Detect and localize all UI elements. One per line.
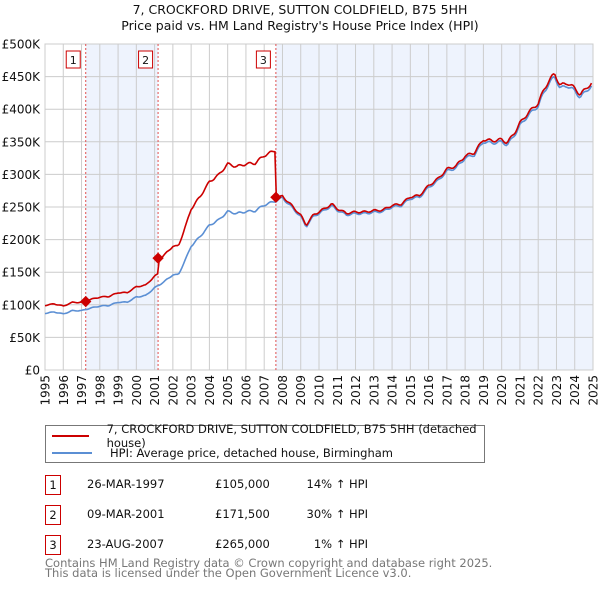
legend-item-property: 7, CROCKFORD DRIVE, SUTTON COLDFIELD, B7…: [46, 422, 484, 450]
y-tick-label: £250K: [2, 201, 42, 215]
x-tick-label: 2010: [313, 375, 327, 406]
y-tick-label: £50K: [9, 331, 41, 345]
legend-label-property: 7, CROCKFORD DRIVE, SUTTON COLDFIELD, B7…: [106, 422, 477, 450]
x-tick-label: 2007: [258, 375, 272, 406]
x-tick-label: 2004: [203, 375, 217, 406]
sale-marker-label: 3: [260, 54, 267, 67]
sale-marker-box: [138, 50, 154, 69]
x-tick-label: 2014: [386, 375, 400, 406]
x-tick-label: 2016: [422, 375, 436, 406]
legend: 7, CROCKFORD DRIVE, SUTTON COLDFIELD, B7…: [45, 422, 485, 463]
legend-label-hpi: HPI: Average price, detached house, Birm…: [110, 446, 394, 460]
sale-point: [152, 252, 164, 264]
sale-hpi-diff: 14% ↑ HPI: [306, 477, 368, 491]
hpi-line: [44, 75, 593, 315]
x-tick-label: 2015: [404, 375, 418, 406]
x-tick-label: 2017: [440, 375, 454, 406]
x-tick-label: 2002: [166, 375, 180, 406]
sale-price: £265,000: [215, 537, 270, 551]
x-tick-label: 1997: [75, 375, 89, 406]
x-tick-label: 1996: [57, 375, 71, 406]
x-tick-label: 2005: [221, 375, 235, 406]
legend-swatch-hpi: [52, 452, 92, 454]
y-tick-label: £450K: [2, 70, 42, 84]
sale-number: 1: [45, 475, 61, 495]
legend-item-hpi: HPI: Average price, detached house, Birm…: [46, 445, 393, 461]
x-tick-label: 1999: [112, 375, 126, 406]
y-tick-label: £100K: [2, 298, 42, 312]
footer-copyright: Contains HM Land Registry data © Crown c…: [45, 556, 493, 570]
chart-subtitle: Price paid vs. HM Land Registry's House …: [121, 18, 478, 33]
sale-price: £105,000: [215, 477, 270, 491]
sale-price: £171,500: [215, 507, 270, 521]
x-tick-label: 2024: [568, 375, 582, 406]
x-tick-label: 2009: [294, 375, 308, 406]
y-tick-label: £200K: [2, 233, 42, 247]
sale-number: 2: [45, 505, 61, 525]
sale-point: [270, 191, 282, 203]
sale-date: 09-MAR-2001: [87, 507, 165, 521]
x-tick-label: 2006: [239, 375, 253, 406]
property-line: [44, 72, 593, 307]
x-tick-label: 2000: [130, 375, 144, 406]
x-tick-label: 2008: [276, 375, 290, 406]
y-tick-label: £150K: [2, 266, 42, 280]
x-tick-label: 2021: [513, 375, 527, 406]
sale-number: 3: [45, 535, 61, 555]
sale-date: 26-MAR-1997: [87, 477, 165, 491]
x-tick-label: 2023: [550, 375, 564, 406]
y-tick-label: £300K: [2, 168, 42, 182]
x-tick-label: 2001: [148, 375, 162, 406]
x-tick-label: 2025: [587, 375, 600, 406]
sale-marker-box: [65, 50, 81, 69]
legend-swatch-property: [52, 435, 89, 437]
x-tick-label: 2020: [495, 375, 509, 406]
x-tick-label: 2012: [349, 375, 363, 406]
x-tick-label: 1998: [93, 375, 107, 406]
y-tick-label: £0: [25, 364, 40, 378]
x-tick-label: 2019: [477, 375, 491, 406]
x-tick-label: 2022: [532, 375, 546, 406]
chart-title: 7, CROCKFORD DRIVE, SUTTON COLDFIELD, B7…: [133, 2, 468, 17]
sale-marker-label: 1: [70, 54, 77, 67]
y-tick-label: £350K: [2, 135, 42, 149]
sale-date: 23-AUG-2007: [87, 537, 165, 551]
x-tick-label: 2018: [459, 375, 473, 406]
sale-marker-box: [255, 50, 271, 69]
price-chart: 7, CROCKFORD DRIVE, SUTTON COLDFIELD, B7…: [2, 2, 600, 406]
sale-hpi-diff: 30% ↑ HPI: [306, 507, 368, 521]
x-tick-label: 2013: [367, 375, 381, 406]
sale-hpi-diff: 1% ↑ HPI: [313, 537, 368, 551]
x-tick-label: 2003: [185, 375, 199, 406]
y-tick-label: £400K: [2, 103, 42, 117]
x-tick-label: 1995: [39, 375, 53, 406]
footer: Contains HM Land Registry data © Crown c…: [45, 556, 493, 580]
x-tick-label: 2011: [331, 375, 345, 406]
footer-licence: This data is licensed under the Open Gov…: [45, 566, 412, 580]
plot-border: [44, 43, 594, 371]
y-tick-label: £500K: [2, 38, 42, 52]
sale-marker-label: 2: [142, 54, 149, 67]
